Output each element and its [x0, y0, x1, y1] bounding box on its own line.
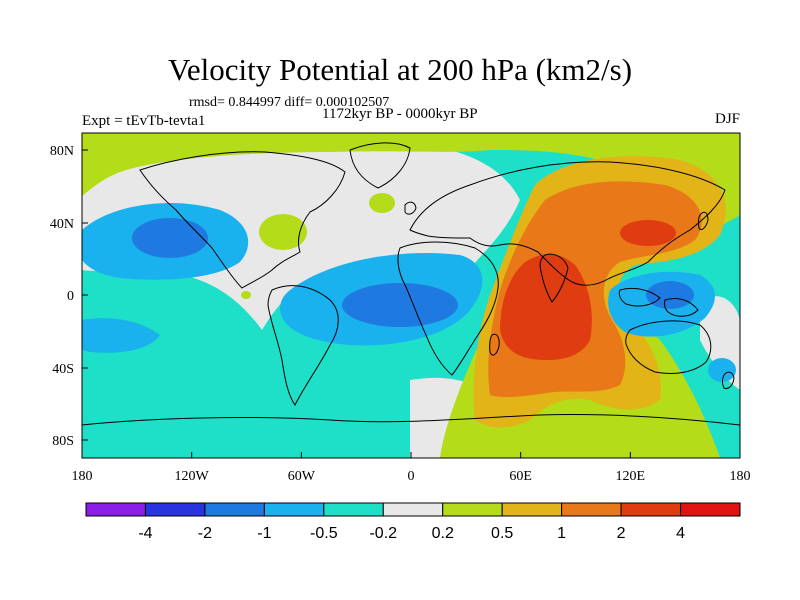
- x-tick-label: 120E: [616, 469, 646, 484]
- colorbar-label: -1: [257, 525, 271, 542]
- colorbar-label: 2: [617, 525, 626, 542]
- colorbar: -4 -2 -1 -0.5 -0.2 0.2 0.5 1 2 4: [85, 502, 741, 542]
- colorbar-swatch: [382, 502, 444, 517]
- x-tick-label: 120W: [175, 469, 210, 484]
- colorbar-swatch: [323, 502, 384, 517]
- y-tick-label: 0: [67, 289, 74, 304]
- colorbar-swatch: [561, 502, 622, 517]
- positive-peak-region-east-asia: [620, 220, 676, 246]
- y-tick-label: 80S: [52, 434, 74, 449]
- colorbar-label: 1: [557, 525, 566, 542]
- y-tick-label: 40S: [52, 362, 74, 377]
- season-label: DJF: [714, 111, 740, 127]
- x-tick-label: 180: [72, 469, 93, 484]
- colorbar-swatch: [620, 502, 682, 517]
- colorbar-label: 0.2: [432, 525, 454, 542]
- colorbar-label: -4: [138, 525, 152, 542]
- colorbar-label: -2: [198, 525, 212, 542]
- colorbar-label: -0.2: [369, 525, 397, 542]
- colorbar-swatch: [144, 502, 206, 517]
- colorbar-swatch: [442, 502, 503, 517]
- tick-marks: [81, 149, 741, 458]
- coastlines: [82, 142, 740, 426]
- x-tick-labels: 180 120W 60W 0 60E 120E 180: [72, 469, 751, 484]
- colorbar-label: 0.5: [491, 525, 513, 542]
- period-label: 1172kyr BP - 0000kyr BP: [322, 106, 478, 122]
- x-tick-label: 60E: [509, 469, 532, 484]
- contour-field: [82, 133, 740, 458]
- colorbar-swatch: [680, 502, 741, 517]
- x-tick-label: 180: [730, 469, 751, 484]
- negative-deep-regions: [132, 218, 694, 327]
- stats-label: rmsd= 0.844997 diff= 0.000102507: [189, 95, 390, 110]
- colorbar-swatch: [85, 502, 146, 517]
- y-tick-label: 40N: [50, 217, 74, 232]
- colorbar-swatch: [204, 502, 265, 517]
- x-tick-label: 60W: [288, 469, 316, 484]
- colorbar-swatch: [263, 502, 325, 517]
- y-tick-labels: 80N 40N 0 40S 80S: [50, 144, 74, 449]
- colorbar-label: 4: [676, 525, 685, 542]
- y-tick-label: 80N: [50, 144, 74, 159]
- map-title: Velocity Potential at 200 hPa (km2/s): [167, 52, 633, 87]
- experiment-label: Expt = tEvTb-tevta1: [82, 113, 206, 129]
- x-tick-label: 0: [408, 469, 415, 484]
- colorbar-label: -0.5: [310, 525, 338, 542]
- colorbar-swatch: [501, 502, 563, 517]
